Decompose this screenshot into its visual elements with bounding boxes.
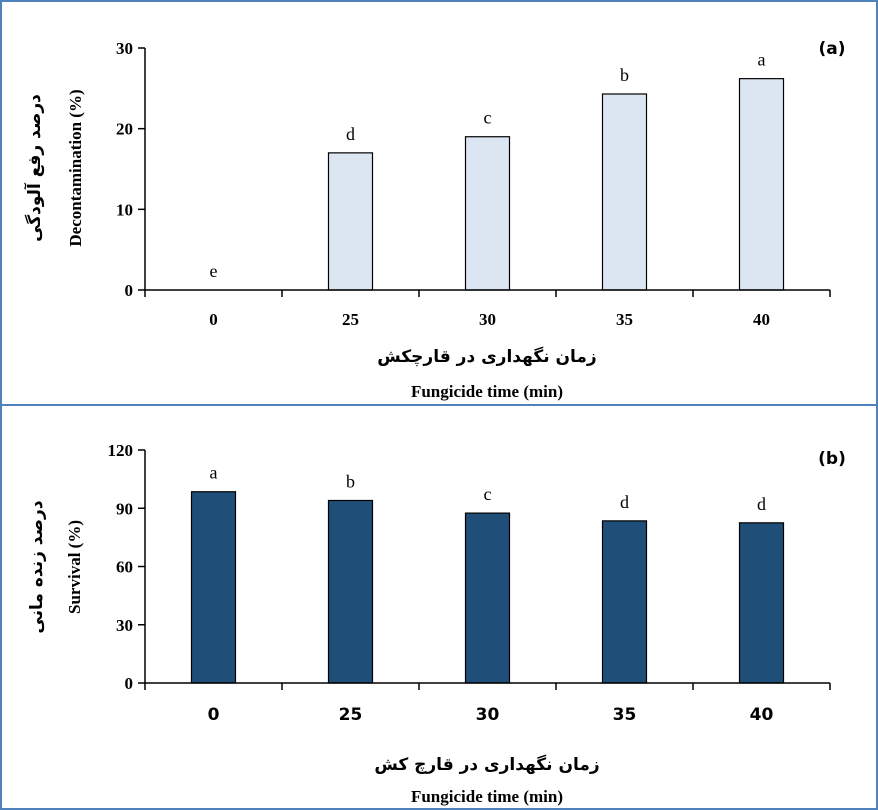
chart-a-x-ticks: 0 25 30 35 40 — [144, 290, 831, 329]
chart-a-bars — [327, 78, 785, 291]
y-tick-label: 90 — [116, 499, 133, 518]
chart-a-panel-label: (a) — [818, 39, 845, 59]
bar — [738, 78, 785, 291]
x-tick-label: 30 — [476, 705, 500, 725]
x-tick-label: 35 — [613, 705, 637, 725]
bar — [327, 152, 374, 291]
y-tick-label: 0 — [125, 674, 134, 693]
x-tick-label: 0 — [208, 705, 220, 725]
y-tick-label: 120 — [108, 441, 134, 460]
y-tick-label: 20 — [116, 120, 133, 139]
bar — [464, 136, 511, 291]
chart-a-ylabel-en: Decontamination (%) — [66, 89, 85, 246]
significance-letter: a — [210, 463, 218, 483]
chart-b-ylabel-en: Survival (%) — [65, 520, 84, 614]
bar — [601, 520, 648, 684]
y-tick-label: 10 — [116, 200, 133, 219]
x-tick-label: 0 — [209, 310, 218, 329]
chart-a-y-ticks: 0 10 20 30 — [116, 39, 145, 300]
x-tick-label: 35 — [616, 310, 633, 329]
x-tick-label: 25 — [339, 705, 363, 725]
bar — [190, 491, 237, 684]
chart-a: e d c b a 0 10 20 30 0 25 30 35 40 (a) زمان نگهداری… — [23, 39, 846, 401]
chart-a-letters: e d c b a — [210, 50, 766, 281]
significance-letter: e — [210, 261, 218, 281]
y-tick-label: 30 — [116, 39, 133, 58]
y-tick-label: 0 — [125, 281, 134, 300]
bar — [327, 499, 374, 684]
chart-b-x-ticks: 0 25 30 35 40 — [144, 683, 831, 725]
y-tick-label: 60 — [116, 558, 133, 577]
chart-b-letters: a b c d d — [210, 463, 767, 514]
chart-a-ylabel-fa: درصد رفع آلودگی — [23, 94, 45, 242]
chart-b-panel-label: (b) — [818, 449, 846, 469]
significance-letter: c — [484, 108, 492, 128]
bar — [738, 522, 785, 684]
y-tick-label: 30 — [116, 616, 133, 635]
x-tick-label: 40 — [753, 310, 770, 329]
significance-letter: a — [758, 50, 766, 70]
significance-letter: b — [346, 471, 355, 491]
chart-b-xlabel-en: Fungicide time (min) — [411, 787, 563, 806]
chart-b-y-ticks: 0 30 60 90 120 — [108, 441, 145, 693]
significance-letter: d — [346, 124, 355, 144]
chart-b-xlabel-fa: زمان نگهداری در قارچ کش — [374, 754, 599, 775]
significance-letter: d — [757, 494, 766, 514]
chart-a-xlabel-en: Fungicide time (min) — [411, 382, 563, 401]
significance-letter: c — [484, 484, 492, 504]
chart-a-xlabel-fa: زمان نگهداری در قارچکش — [377, 346, 596, 367]
x-tick-label: 40 — [750, 705, 774, 725]
x-tick-label: 25 — [342, 310, 359, 329]
chart-b: a b c d d 0 30 60 90 120 0 25 30 35 40 (b) زمان نگهد… — [27, 441, 846, 806]
bar — [601, 93, 648, 291]
panel-b-frame — [0, 404, 878, 810]
x-tick-label: 30 — [479, 310, 496, 329]
significance-letter: b — [620, 65, 629, 85]
chart-b-bars — [190, 491, 785, 684]
chart-b-ylabel-fa: درصد زنده مانی — [27, 500, 47, 633]
significance-letter: d — [620, 492, 629, 512]
bar — [464, 512, 511, 684]
